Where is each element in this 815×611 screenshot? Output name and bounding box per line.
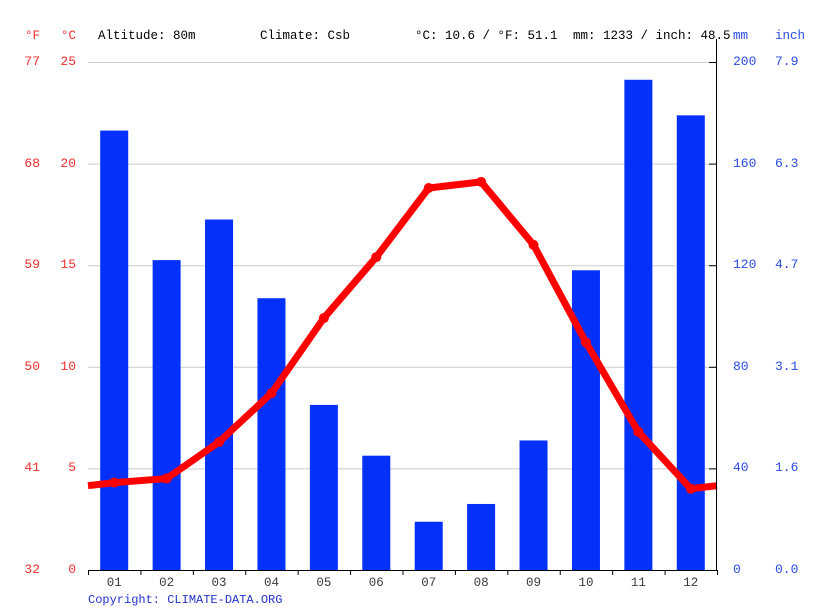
month-label-08: 08: [473, 576, 489, 590]
climate-class-text: Climate: Csb: [260, 29, 351, 43]
average-temp-text: °C: 10.6 / °F: 51.1: [415, 29, 558, 43]
month-label-09: 09: [526, 576, 542, 590]
temperature-point-05: [318, 313, 329, 324]
precip-bar-08: [467, 503, 496, 570]
fahrenheit-axis-title: °F: [24, 29, 40, 43]
f-tick-label: 59: [24, 257, 40, 273]
c-tick-label: 10: [60, 358, 76, 374]
mm-tick-label: 80: [733, 358, 749, 374]
inch-axis-title: inch: [775, 29, 806, 43]
month-label-07: 07: [421, 576, 437, 590]
f-tick-label: 32: [24, 562, 40, 577]
month-label-12: 12: [683, 576, 699, 590]
precip-bar-04: [257, 298, 286, 570]
temperature-point-01: [109, 477, 120, 488]
inch-tick-label: 7.9: [775, 54, 799, 69]
month-label-01: 01: [106, 576, 122, 590]
month-label-04: 04: [263, 576, 279, 590]
temperature-point-07: [423, 182, 434, 193]
month-label-03: 03: [211, 576, 227, 590]
c-tick-label: 25: [60, 54, 76, 69]
temperature-point-08: [476, 176, 487, 187]
precip-bar-12: [676, 115, 705, 570]
altitude-text: Altitude: 80m: [98, 29, 196, 43]
precip-bar-11: [624, 79, 653, 570]
temperature-point-02: [161, 473, 172, 484]
month-label-10: 10: [578, 576, 594, 590]
temperature-point-09: [528, 239, 539, 250]
temperature-line: [87, 178, 718, 493]
inch-tick-label: 1.6: [775, 460, 799, 476]
c-tick-label: 15: [60, 257, 76, 273]
temperature-point-04: [266, 388, 277, 399]
temperature-point-06: [371, 252, 382, 263]
mm-tick-label: 120: [733, 257, 757, 273]
f-tick-label: 77: [24, 54, 40, 69]
temperature-point-03: [214, 436, 225, 447]
mm-tick-label: 160: [733, 155, 757, 171]
annual-precip-text: mm: 1233 / inch: 48.5: [573, 29, 731, 43]
temperature-point-11: [633, 426, 644, 437]
precip-bar-10: [571, 270, 600, 570]
month-label-02: 02: [159, 576, 175, 590]
precip-bar-02: [152, 260, 181, 570]
temperature-point-10: [580, 337, 591, 348]
month-label-05: 05: [316, 576, 332, 590]
inch-tick-label: 6.3: [775, 155, 799, 171]
f-tick-label: 41: [24, 460, 40, 476]
mm-tick-label: 40: [733, 460, 749, 476]
c-tick-label: 20: [60, 155, 76, 171]
precip-bar-01: [100, 130, 129, 570]
c-tick-label: 5: [68, 460, 76, 476]
mm-tick-label: 200: [733, 54, 757, 69]
month-label-06: 06: [368, 576, 384, 590]
precip-bar-07: [414, 521, 443, 570]
copyright-link[interactable]: Copyright: CLIMATE-DATA.ORG: [88, 593, 283, 607]
precip-bar-05: [309, 404, 338, 570]
temperature-point-12: [685, 483, 696, 494]
inch-tick-label: 0.0: [775, 562, 799, 577]
inch-tick-label: 3.1: [775, 358, 799, 374]
precip-bar-03: [205, 219, 234, 571]
c-tick-label: 0: [68, 562, 76, 577]
precip-bar-09: [519, 440, 548, 570]
mm-tick-label: 0: [733, 562, 741, 577]
f-tick-label: 50: [24, 358, 40, 374]
f-tick-label: 68: [24, 155, 40, 171]
month-label-11: 11: [630, 576, 646, 590]
inch-tick-label: 4.7: [775, 257, 799, 273]
mm-axis-title: mm: [733, 29, 749, 43]
precip-bar-06: [362, 455, 391, 570]
celsius-axis-title: °C: [60, 29, 76, 43]
